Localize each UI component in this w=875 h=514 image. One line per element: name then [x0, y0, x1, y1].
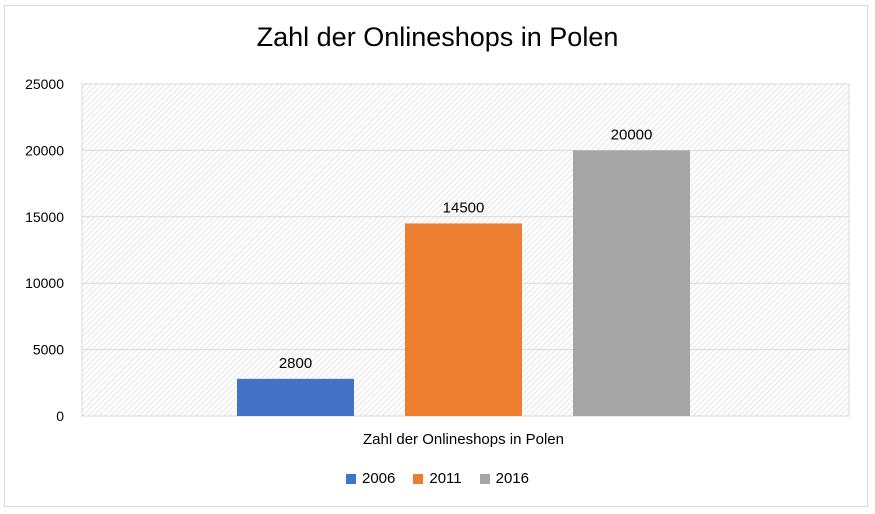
legend-item-2006: 2006 — [345, 470, 396, 487]
legend-label: 2011 — [429, 470, 462, 487]
data-label-2011: 14500 — [443, 199, 485, 216]
x-category-label: Zahl der Onlineshops in Polen — [363, 431, 564, 448]
legend-swatch — [345, 473, 356, 484]
legend-item-2016: 2016 — [479, 470, 529, 487]
legend-label: 2016 — [495, 470, 529, 487]
legend: 2006 2011 2016 — [0, 470, 875, 487]
y-axis: 0 5000 10000 15000 20000 25000 — [25, 76, 64, 424]
y-tick-label: 25000 — [25, 76, 64, 92]
legend-swatch — [479, 473, 490, 484]
y-tick-label: 15000 — [25, 209, 64, 225]
legend-swatch — [413, 473, 424, 484]
y-tick-label: 5000 — [33, 342, 64, 358]
bar-2011 — [405, 223, 522, 416]
y-tick-label: 20000 — [25, 142, 64, 158]
legend-label: 2006 — [361, 470, 396, 487]
bar-2006 — [237, 378, 354, 416]
bar-2016 — [573, 150, 690, 416]
chart-title: Zahl der Onlineshops in Polen — [256, 22, 619, 52]
y-tick-label: 0 — [56, 408, 64, 424]
data-label-2006: 2800 — [279, 355, 312, 372]
data-labels: 2800 14500 20000 — [279, 126, 653, 371]
bars — [237, 150, 690, 416]
legend-item-2011: 2011 — [413, 470, 462, 487]
y-tick-label: 10000 — [25, 275, 64, 291]
data-label-2016: 20000 — [611, 126, 653, 143]
